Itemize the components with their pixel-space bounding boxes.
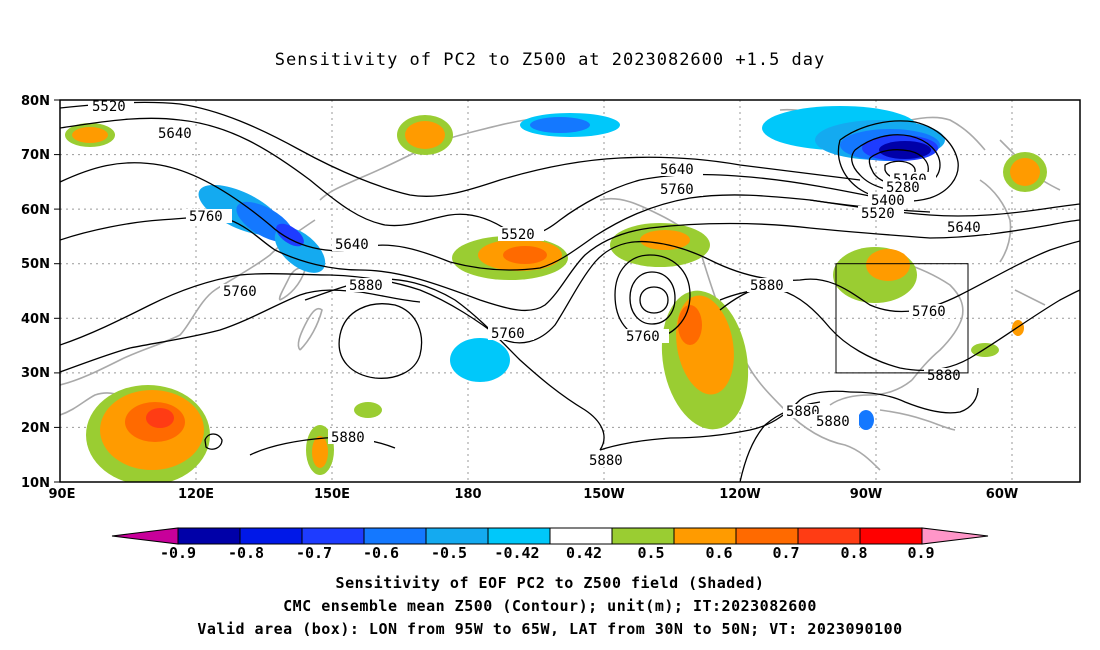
- lat-label: 70N: [21, 148, 50, 163]
- contour-label: 5880: [589, 453, 623, 469]
- colorbar-box: [859, 527, 923, 545]
- caption-line-2: CMC ensemble mean Z500 (Contour); unit(m…: [283, 597, 817, 615]
- contour-labels: 5520 5640 5760 5640 5760 5880 5520 5760 …: [88, 99, 990, 469]
- lat-label: 80N: [21, 94, 50, 109]
- colorbar-label: 0.8: [840, 544, 867, 562]
- lat-axis: 80N 70N 60N 50N 40N 30N 20N 10N: [21, 94, 50, 491]
- contour-label: 5640: [947, 220, 981, 236]
- contour-label: 5760: [189, 209, 223, 225]
- colorbar-label: -0.7: [296, 544, 332, 562]
- valid-area-box: [835, 263, 969, 374]
- colorbar-label: 0.5: [637, 544, 664, 562]
- colorbar-label: -0.8: [228, 544, 264, 562]
- contour-label: 5880: [786, 404, 820, 420]
- contour-label: 5520: [92, 99, 126, 115]
- contour-label: 5760: [626, 329, 660, 345]
- lon-label: 180: [454, 487, 481, 502]
- contour-label: 5880: [927, 368, 961, 384]
- colorbar-box: [301, 527, 365, 545]
- colorbar-box: [239, 527, 303, 545]
- map-title: Sensitivity of PC2 to Z500 at 2023082600…: [274, 50, 826, 70]
- colorbar-label: -0.6: [363, 544, 399, 562]
- lat-label: 40N: [21, 312, 50, 327]
- contour-label: 5880: [816, 414, 850, 430]
- plot-frame: [59, 99, 1081, 483]
- colorbar-label: -0.42: [494, 544, 539, 562]
- colorbar: [111, 527, 989, 545]
- colorbar-box: [797, 527, 861, 545]
- contour-label: 5520: [861, 206, 895, 222]
- sensitivity-shading: [65, 106, 1047, 482]
- caption-line-3: Valid area (box): LON from 95W to 65W, L…: [197, 620, 903, 638]
- contour-label: 5760: [912, 304, 946, 320]
- lon-axis: 90E 120E 150E 180 150W 120W 90W 60W: [49, 487, 1019, 502]
- contour-label: 5640: [158, 126, 192, 142]
- lon-label: 150W: [583, 487, 624, 502]
- contour-label: 5400: [871, 193, 905, 209]
- colorbar-label: -0.5: [431, 544, 467, 562]
- colorbar-label: 0.42: [566, 544, 602, 562]
- colorbar-box: [487, 527, 551, 545]
- colorbar-label: -0.9: [160, 544, 196, 562]
- contour-label: 5760: [491, 326, 525, 342]
- contour-label: 5880: [331, 430, 365, 446]
- colorbar-box: [611, 527, 675, 545]
- lon-label: 90E: [49, 487, 76, 502]
- lat-label: 20N: [21, 421, 50, 436]
- colorbar-box: [177, 527, 241, 545]
- lat-label: 30N: [21, 366, 50, 381]
- lon-label: 120W: [719, 487, 760, 502]
- colorbar-label: 0.6: [705, 544, 732, 562]
- lon-label: 150E: [314, 487, 350, 502]
- lat-label: 10N: [21, 476, 50, 491]
- contour-label: 5640: [335, 237, 369, 253]
- colorbar-labels: -0.9 -0.8 -0.7 -0.6 -0.5 -0.42 0.42 0.5 …: [160, 544, 935, 562]
- colorbar-high-end: [921, 527, 989, 545]
- contour-label: 5760: [660, 182, 694, 198]
- caption-line-1: Sensitivity of EOF PC2 to Z500 field (Sh…: [335, 574, 765, 592]
- contour-label: 5640: [660, 162, 694, 178]
- colorbar-label: 0.7: [772, 544, 799, 562]
- contour-label: 5880: [750, 278, 784, 294]
- lat-ticks: [54, 99, 60, 483]
- lon-label: 120E: [178, 487, 214, 502]
- colorbar-low-end: [111, 527, 179, 545]
- lat-label: 60N: [21, 203, 50, 218]
- lon-label: 60W: [986, 487, 1018, 502]
- contour-label: 5520: [501, 227, 535, 243]
- contour-label: 5280: [886, 180, 920, 196]
- colorbar-box: [425, 527, 489, 545]
- contour-label: 5880: [349, 278, 383, 294]
- colorbar-box: [363, 527, 427, 545]
- lon-label: 90W: [850, 487, 882, 502]
- lat-label: 50N: [21, 257, 50, 272]
- colorbar-box: [673, 527, 737, 545]
- contour-label: 5760: [223, 284, 257, 300]
- colorbar-boxes: [177, 527, 923, 545]
- colorbar-box: [549, 527, 613, 545]
- colorbar-label: 0.9: [907, 544, 934, 562]
- colorbar-box: [735, 527, 799, 545]
